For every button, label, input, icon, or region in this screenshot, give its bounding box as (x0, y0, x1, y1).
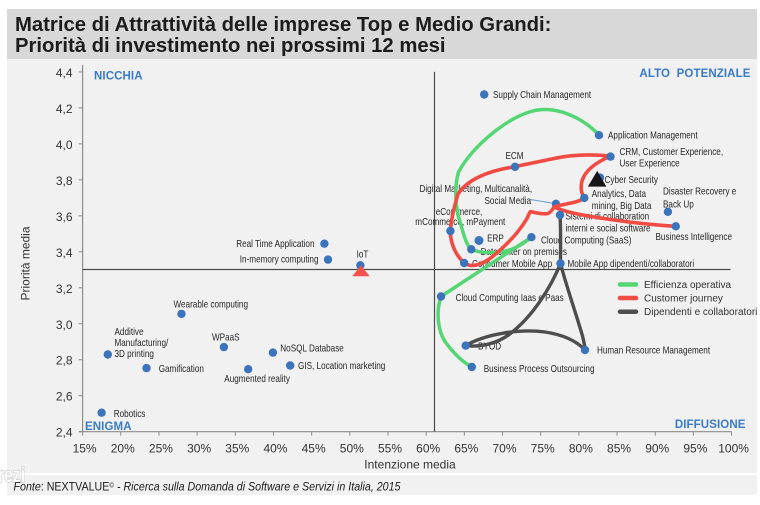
svg-text:Analytics, Data: Analytics, Data (592, 188, 646, 200)
svg-text:WPaaS: WPaaS (212, 332, 240, 344)
svg-text:Fonte: NEXTVALUE© - Ricerca su: Fonte: NEXTVALUE© - Ricerca sulla Domand… (14, 480, 401, 494)
svg-text:30%: 30% (187, 442, 211, 456)
svg-text:interni e social software: interni e social software (566, 223, 651, 235)
svg-text:Cloud Computing Iaas e Paas: Cloud Computing Iaas e Paas (456, 292, 564, 304)
svg-text:100%: 100% (718, 442, 749, 456)
svg-text:65%: 65% (454, 442, 478, 456)
svg-text:Human Resource Management: Human Resource Management (597, 345, 710, 357)
svg-text:Application Management: Application Management (608, 130, 698, 142)
svg-text:Augmented reality: Augmented reality (224, 373, 290, 385)
svg-text:ENIGMA: ENIGMA (85, 421, 132, 433)
svg-text:Cloud Computing (SaaS): Cloud Computing (SaaS) (541, 235, 632, 247)
svg-text:3,4: 3,4 (56, 246, 73, 260)
svg-text:Business Process Outsourcing: Business Process Outsourcing (484, 363, 595, 375)
svg-text:3,2: 3,2 (56, 282, 73, 296)
svg-text:Intenzione media: Intenzione media (364, 458, 456, 472)
svg-text:Dipendenti e collaboratori: Dipendenti e collaboratori (644, 307, 757, 318)
svg-text:Business Intelligence: Business Intelligence (656, 231, 733, 243)
svg-text:90%: 90% (645, 442, 669, 456)
svg-text:15%: 15% (73, 442, 97, 456)
svg-text:Social Media: Social Media (485, 195, 532, 207)
svg-text:2,4: 2,4 (56, 426, 73, 440)
svg-text:25%: 25% (149, 442, 173, 456)
svg-text:CRM, Customer Experience,: CRM, Customer Experience, (620, 146, 724, 158)
svg-text:45%: 45% (302, 442, 326, 456)
svg-text:ALTO POTENZIALE: ALTO POTENZIALE (639, 68, 750, 80)
svg-text:Cyber Security: Cyber Security (605, 174, 659, 186)
svg-text:80%: 80% (569, 442, 593, 456)
svg-text:Efficienza operativa: Efficienza operativa (644, 280, 732, 291)
svg-text:4,0: 4,0 (56, 138, 73, 152)
svg-text:2,8: 2,8 (56, 354, 73, 368)
svg-text:GIS, Location marketing: GIS, Location marketing (298, 360, 385, 372)
svg-text:Back Up: Back Up (663, 199, 694, 211)
svg-text:rezi: rezi (0, 464, 25, 487)
svg-text:40%: 40% (263, 442, 287, 456)
svg-text:User Experience: User Experience (620, 158, 680, 170)
svg-text:Customer journey: Customer journey (644, 294, 723, 305)
svg-text:Digital Marketing, Multicanali: Digital Marketing, Multicanalità, (420, 183, 533, 195)
svg-text:mining, Big Data: mining, Big Data (592, 200, 652, 212)
svg-text:NICCHIA: NICCHIA (94, 71, 143, 83)
svg-text:Supply Chain Management: Supply Chain Management (493, 89, 591, 101)
svg-text:ERP: ERP (487, 233, 504, 245)
svg-text:50%: 50% (340, 442, 364, 456)
svg-text:85%: 85% (607, 442, 631, 456)
svg-text:ECM: ECM (505, 150, 523, 162)
svg-text:Real Time Application: Real Time Application (236, 238, 314, 250)
svg-text:Robotics: Robotics (114, 408, 146, 420)
svg-text:55%: 55% (378, 442, 402, 456)
svg-text:4,2: 4,2 (56, 102, 73, 116)
svg-text:Sistemi di collaboration: Sistemi di collaboration (566, 211, 650, 223)
svg-text:Disaster Recovery e: Disaster Recovery e (663, 186, 736, 198)
svg-text:In-memory computing: In-memory computing (240, 253, 319, 265)
svg-text:NoSQL Database: NoSQL Database (280, 343, 344, 355)
svg-text:3D printing: 3D printing (115, 348, 155, 360)
svg-text:60%: 60% (416, 442, 440, 456)
svg-text:Additive: Additive (115, 326, 144, 338)
svg-text:3,6: 3,6 (56, 210, 73, 224)
svg-text:2,6: 2,6 (56, 390, 73, 404)
svg-text:35%: 35% (225, 442, 249, 456)
svg-text:IoT: IoT (357, 249, 369, 261)
svg-text:Gamification: Gamification (159, 363, 204, 375)
svg-text:Manufacturing/: Manufacturing/ (115, 337, 169, 349)
svg-text:Wearable computing: Wearable computing (174, 299, 249, 311)
svg-text:DIFFUSIONE: DIFFUSIONE (675, 419, 746, 431)
svg-text:Mobile App dipendenti/collabor: Mobile App dipendenti/collaboratori (568, 258, 695, 270)
svg-text:3,8: 3,8 (56, 174, 73, 188)
svg-text:20%: 20% (111, 442, 135, 456)
svg-text:3,0: 3,0 (56, 318, 73, 332)
svg-text:Priorità media: Priorità media (19, 226, 33, 300)
svg-text:4,4: 4,4 (56, 66, 73, 80)
svg-text:95%: 95% (683, 442, 707, 456)
svg-text:75%: 75% (531, 442, 555, 456)
svg-text:70%: 70% (493, 442, 517, 456)
